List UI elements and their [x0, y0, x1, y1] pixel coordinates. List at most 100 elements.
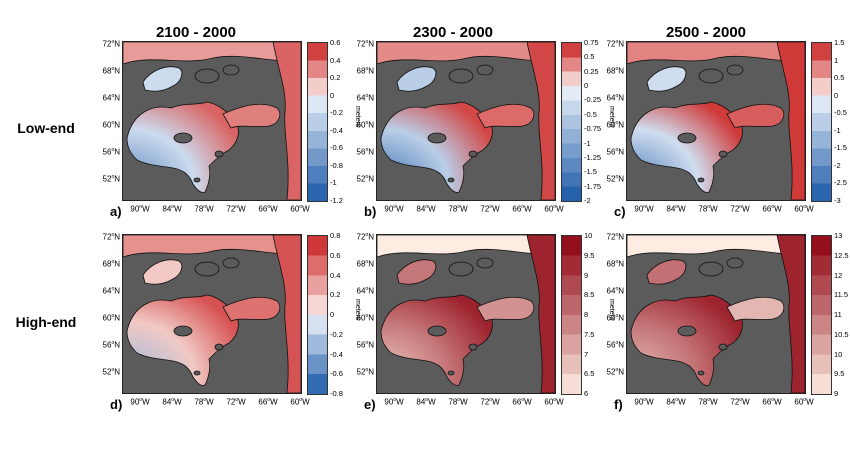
panel-letter: e) [364, 397, 376, 412]
colorbar-tick-label: -0.2 [330, 329, 343, 339]
island-2 [677, 132, 697, 144]
ytick-label: 56oN [102, 147, 120, 157]
xtick-label: 84oW [666, 204, 686, 214]
colorbar-tick-label: -1.5 [834, 143, 847, 153]
map-svg [123, 235, 301, 393]
foxe-basin-region [646, 66, 687, 92]
colorbar-tick-label: 0 [834, 90, 839, 100]
island-0 [194, 68, 220, 84]
colorbar-tick-label: 0 [584, 81, 589, 91]
xtick-label: 72oW [730, 397, 750, 407]
xtick-label: 84oW [162, 204, 182, 214]
ytick-label: 72oN [606, 232, 624, 242]
ytick-label: 72oN [356, 39, 374, 49]
colorbar [561, 235, 582, 395]
colorbar-tick-label: 0.75 [584, 38, 599, 47]
xtick-label: 90oW [384, 397, 404, 407]
panel-letter: c) [614, 204, 626, 219]
ytick-label: 68oN [102, 259, 120, 269]
colorbar-tick-label: 6 [584, 389, 589, 398]
colorbar-tick-label: 0.5 [834, 73, 845, 83]
ytick-label: 68oN [606, 66, 624, 76]
island-4 [193, 370, 201, 376]
xtick-label: 72oW [226, 204, 246, 214]
row-label-high-end: High-end [15, 314, 77, 330]
map-svg [627, 42, 805, 200]
colorbar-tick-label: 0.8 [330, 231, 341, 240]
labrador-sea-region [272, 235, 301, 393]
ytick-label: 64oN [102, 93, 120, 103]
ytick-label: 52oN [606, 367, 624, 377]
ytick-label: 56oN [102, 340, 120, 350]
xtick-label: 72oW [480, 204, 500, 214]
colorbar-tick-label: 0 [330, 310, 335, 319]
island-1 [222, 64, 240, 76]
foxe-basin-region [396, 66, 437, 92]
ytick-label: 60oN [102, 313, 120, 323]
ytick-label: 72oN [606, 39, 624, 49]
island-2 [173, 132, 193, 144]
labrador-sea-region [776, 42, 805, 200]
hudson-strait-region [726, 103, 785, 129]
ytick-label: 60oN [606, 120, 624, 130]
ytick-label: 68oN [356, 259, 374, 269]
colorbar-tick-label: 10 [834, 349, 843, 359]
xtick-label: 78oW [194, 397, 214, 407]
xtick-label: 66oW [512, 204, 532, 214]
ytick-label: 72oN [102, 39, 120, 49]
xtick-label: 72oW [226, 397, 246, 407]
ytick-label: 72oN [102, 232, 120, 242]
colorbar-tick-label: -0.75 [584, 124, 602, 134]
xtick-label: 78oW [448, 204, 468, 214]
colorbar-tick-label: -0.4 [330, 349, 343, 359]
map-panel-e [376, 234, 556, 394]
labrador-sea-region [526, 42, 555, 200]
colorbar-tick-label: 10.5 [834, 329, 849, 339]
xtick-label: 84oW [416, 397, 436, 407]
island-2 [677, 325, 697, 337]
foxe-basin-region [142, 66, 183, 92]
colorbar-tick-label: 10 [584, 231, 593, 240]
xtick-label: 66oW [258, 204, 278, 214]
colorbar-tick-label: 0.2 [330, 290, 341, 300]
island-3 [468, 150, 478, 158]
xtick-label: 60oW [290, 204, 310, 214]
colorbar-tick-label: -0.25 [584, 95, 602, 105]
xtick-label: 84oW [162, 397, 182, 407]
colorbar [811, 42, 832, 202]
colorbar-tick-label: -1 [834, 125, 841, 135]
xtick-label: 66oW [258, 397, 278, 407]
xtick-label: 60oW [794, 204, 814, 214]
colorbar-tick-label: 9.5 [584, 250, 595, 260]
island-3 [718, 343, 728, 351]
island-3 [718, 150, 728, 158]
ytick-label: 68oN [356, 66, 374, 76]
colorbar-tick-label: -2 [584, 196, 591, 205]
colorbar-tick-label: 0.4 [330, 270, 341, 280]
ytick-label: 56oN [356, 147, 374, 157]
island-1 [726, 257, 744, 269]
row-label-low-end: Low-end [17, 120, 75, 136]
colorbar-tick-label: 11 [834, 310, 842, 319]
panel-letter: b) [364, 204, 377, 219]
panel-letter: f) [614, 397, 623, 412]
colorbar-tick-label: 8 [584, 310, 589, 319]
xtick-label: 84oW [666, 397, 686, 407]
colorbar-tick-label: -0.6 [330, 369, 343, 379]
colorbar-tick-label: -1 [584, 138, 591, 148]
colorbar [561, 42, 582, 202]
map-panel-b [376, 41, 556, 201]
island-4 [447, 370, 455, 376]
colorbar-tick-label: -0.8 [330, 160, 343, 170]
colorbar-tick-label: 0.6 [330, 38, 341, 47]
colorbar-tick-label: 7 [584, 349, 589, 359]
island-3 [214, 343, 224, 351]
island-1 [476, 64, 494, 76]
island-4 [447, 177, 455, 183]
colorbar-tick-label: 0.2 [330, 73, 341, 83]
col-title-1: 2100 - 2000 [155, 24, 237, 41]
colorbar-tick-label: 8.5 [584, 290, 595, 300]
colorbar-tick-label: 0.6 [330, 250, 341, 260]
ytick-label: 64oN [102, 286, 120, 296]
ytick-label: 64oN [606, 93, 624, 103]
